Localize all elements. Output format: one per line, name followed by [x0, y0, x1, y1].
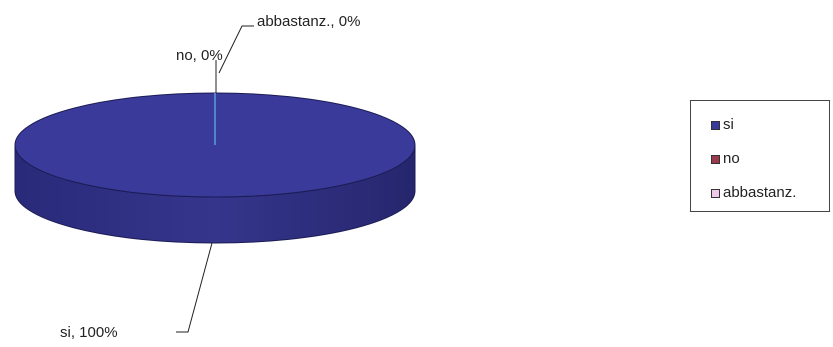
leader-line-si	[176, 242, 213, 333]
legend-label-no: no	[723, 150, 740, 167]
legend-item-abbastanz: abbastanz.	[711, 185, 796, 201]
legend-swatch-abbastanz	[711, 188, 720, 198]
leader-line-abbastanz	[218, 25, 254, 74]
legend-swatch-si	[711, 120, 720, 130]
legend-label-si: si	[723, 116, 734, 133]
legend-swatch-no	[711, 154, 720, 164]
legend-item-si: si	[711, 117, 734, 133]
data-label-si: si, 100%	[60, 324, 118, 341]
data-label-no: no, 0%	[176, 47, 223, 64]
data-label-abbastanz: abbastanz., 0%	[257, 13, 360, 30]
legend-item-no: no	[711, 151, 740, 167]
legend: si no abbastanz.	[690, 100, 830, 212]
legend-label-abbastanz: abbastanz.	[723, 184, 797, 201]
